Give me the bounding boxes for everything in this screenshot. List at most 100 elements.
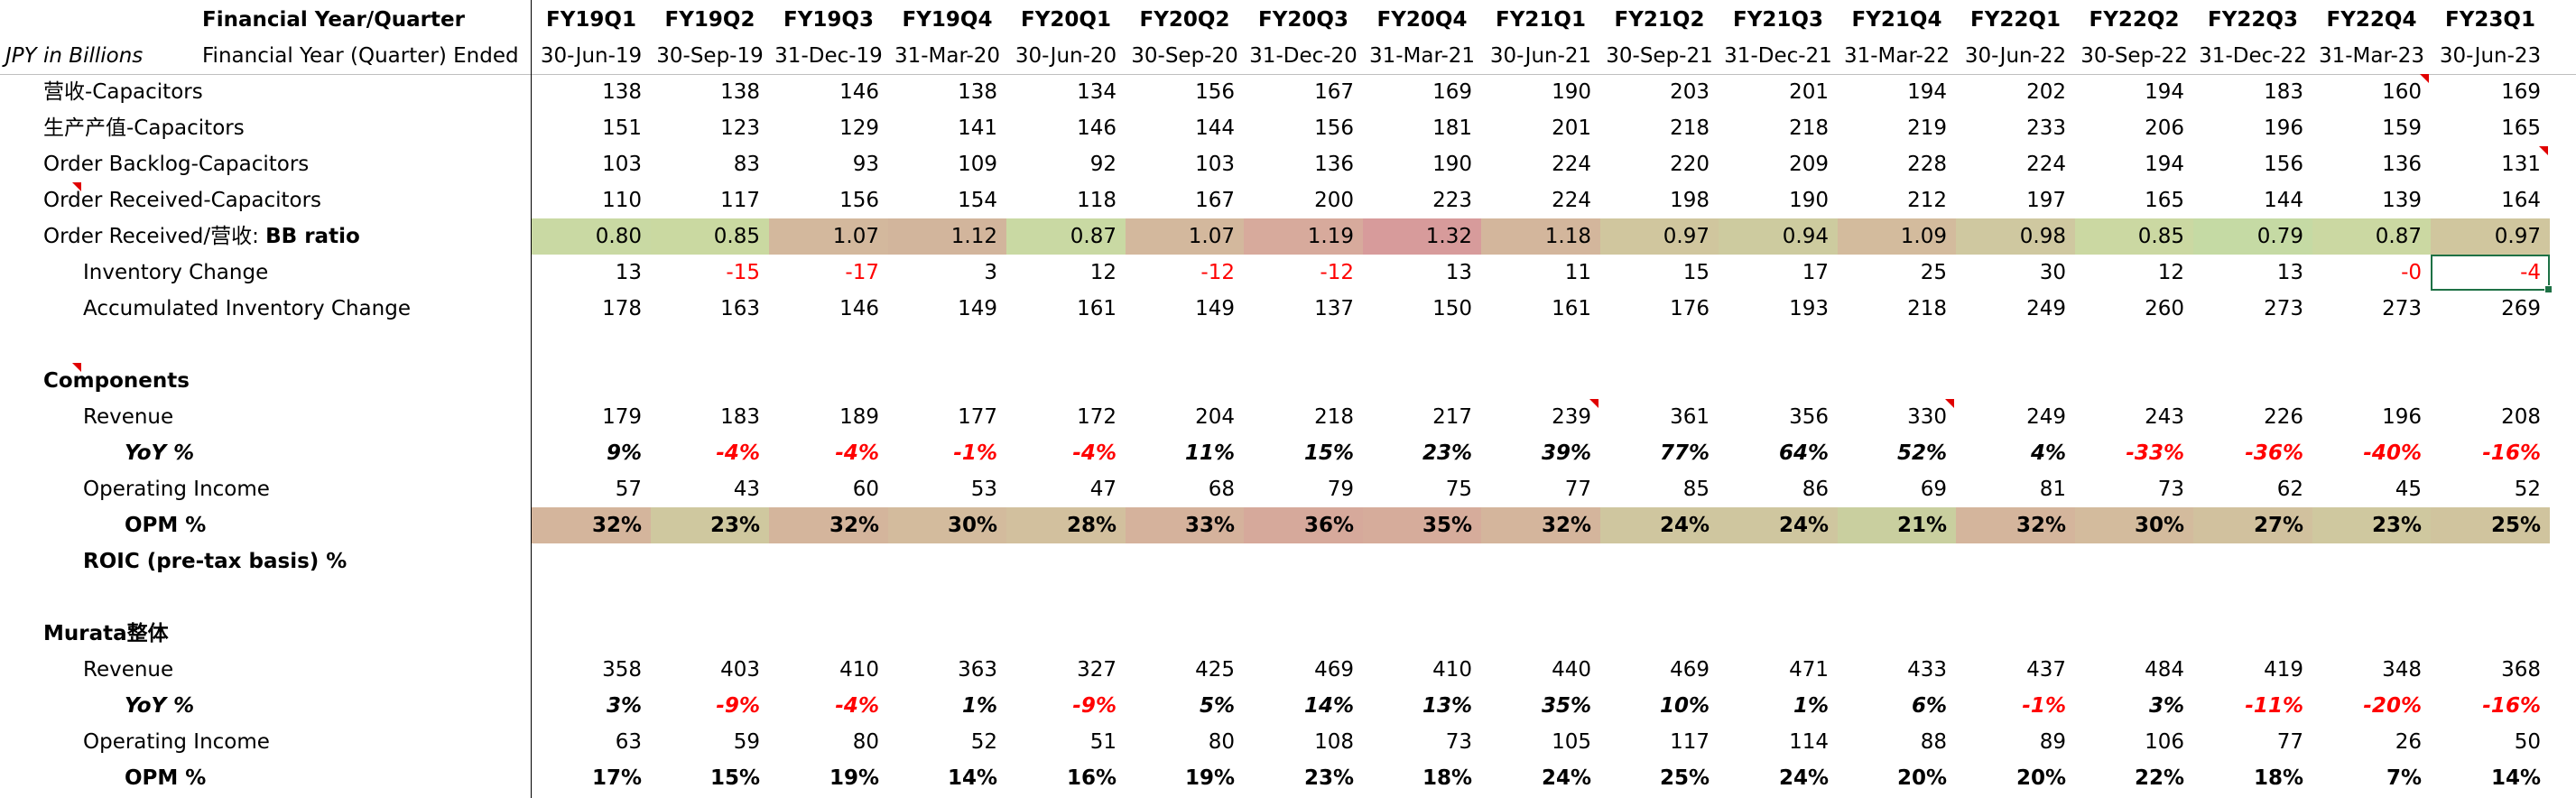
- comment-indicator-icon[interactable]: [1945, 399, 1954, 408]
- data-cell[interactable]: 194: [2145, 80, 2184, 104]
- data-cell[interactable]: 1.12: [888, 218, 1006, 255]
- data-cell[interactable]: 0.80: [532, 218, 651, 255]
- data-cell[interactable]: 165: [2145, 189, 2184, 212]
- data-cell[interactable]: 4%: [2030, 441, 2066, 465]
- data-cell[interactable]: 239: [1552, 405, 1591, 429]
- data-cell[interactable]: 81: [2039, 478, 2066, 501]
- data-cell[interactable]: 77: [1564, 478, 1591, 501]
- data-cell[interactable]: -36%: [2245, 441, 2303, 465]
- row-label[interactable]: 营收-Capacitors: [43, 80, 203, 104]
- data-cell[interactable]: 224: [2026, 153, 2066, 176]
- data-cell[interactable]: 410: [1432, 658, 1472, 682]
- row-label[interactable]: Accumulated Inventory Change: [83, 297, 411, 320]
- data-cell[interactable]: 249: [2026, 297, 2066, 320]
- data-cell[interactable]: 15%: [1303, 441, 1354, 465]
- data-cell[interactable]: 1.07: [769, 218, 888, 255]
- data-cell[interactable]: 15: [1682, 261, 1710, 284]
- comment-indicator-icon[interactable]: [1589, 399, 1598, 408]
- data-cell[interactable]: 190: [1552, 80, 1591, 104]
- data-cell[interactable]: 146: [839, 80, 879, 104]
- data-cell[interactable]: 167: [1195, 189, 1235, 212]
- data-cell[interactable]: 149: [958, 297, 997, 320]
- data-cell[interactable]: 156: [839, 189, 879, 212]
- data-cell[interactable]: 223: [1432, 189, 1472, 212]
- data-cell[interactable]: 36%: [1244, 507, 1363, 543]
- date-header-cell[interactable]: 31-Mar-23: [2318, 44, 2425, 68]
- data-cell[interactable]: 469: [1314, 658, 1354, 682]
- data-cell[interactable]: -0: [2401, 261, 2422, 284]
- data-cell[interactable]: 0.79: [2193, 218, 2312, 255]
- date-header-cell[interactable]: 30-Jun-23: [2439, 44, 2542, 68]
- data-cell[interactable]: 106: [2145, 730, 2184, 754]
- data-cell[interactable]: 0.98: [1956, 218, 2075, 255]
- comment-indicator-icon[interactable]: [72, 182, 81, 191]
- data-cell[interactable]: 117: [1670, 730, 1710, 754]
- quarter-header-fy20q2[interactable]: FY20Q2: [1139, 8, 1230, 32]
- row-label[interactable]: Revenue: [83, 658, 174, 682]
- data-cell[interactable]: -11%: [2245, 694, 2303, 718]
- data-cell[interactable]: 0.97: [2431, 218, 2550, 255]
- data-cell[interactable]: -4%: [1072, 441, 1117, 465]
- date-header-cell[interactable]: 31-Dec-21: [1724, 44, 1832, 68]
- row-label[interactable]: 生产产值-Capacitors: [43, 116, 245, 140]
- data-cell[interactable]: 150: [1432, 297, 1472, 320]
- data-cell[interactable]: 23%: [1303, 766, 1354, 790]
- data-cell[interactable]: 39%: [1541, 441, 1591, 465]
- data-cell[interactable]: 138: [602, 80, 642, 104]
- row-label[interactable]: YoY %: [125, 441, 195, 465]
- data-cell[interactable]: 144: [2264, 189, 2303, 212]
- data-cell[interactable]: 224: [1552, 153, 1591, 176]
- data-cell[interactable]: 201: [1789, 80, 1829, 104]
- data-cell[interactable]: 273: [2382, 297, 2422, 320]
- data-cell[interactable]: 53: [970, 478, 997, 501]
- data-cell[interactable]: 73: [1445, 730, 1472, 754]
- data-cell[interactable]: 33%: [1126, 507, 1244, 543]
- data-cell[interactable]: 410: [839, 658, 879, 682]
- data-cell[interactable]: 220: [1670, 153, 1710, 176]
- data-cell[interactable]: 17%: [591, 766, 642, 790]
- row-label[interactable]: Components: [43, 369, 190, 393]
- data-cell[interactable]: 154: [958, 189, 997, 212]
- data-cell[interactable]: 212: [1907, 189, 1947, 212]
- data-cell[interactable]: 32%: [769, 507, 888, 543]
- quarter-header-fy19q2[interactable]: FY19Q2: [664, 8, 755, 32]
- quarter-header-fy21q1[interactable]: FY21Q1: [1496, 8, 1586, 32]
- data-cell[interactable]: 138: [720, 80, 760, 104]
- data-cell[interactable]: 109: [958, 153, 997, 176]
- data-cell[interactable]: 218: [1314, 405, 1354, 429]
- data-cell[interactable]: 183: [2264, 80, 2303, 104]
- data-cell[interactable]: 440: [1552, 658, 1591, 682]
- data-cell[interactable]: 1.18: [1481, 218, 1600, 255]
- data-cell[interactable]: 218: [1670, 116, 1710, 140]
- data-cell[interactable]: 151: [602, 116, 642, 140]
- data-cell[interactable]: 28%: [1006, 507, 1126, 543]
- data-cell[interactable]: 363: [958, 658, 997, 682]
- data-cell[interactable]: 79: [1327, 478, 1354, 501]
- data-cell[interactable]: 348: [2382, 658, 2422, 682]
- data-cell[interactable]: 13: [615, 261, 642, 284]
- data-cell[interactable]: -12: [1320, 261, 1354, 284]
- data-cell[interactable]: 206: [2145, 116, 2184, 140]
- data-cell[interactable]: 25: [1920, 261, 1947, 284]
- row-label[interactable]: ROIC (pre-tax basis) %: [83, 550, 347, 573]
- data-cell[interactable]: 123: [720, 116, 760, 140]
- data-cell[interactable]: 23%: [651, 507, 769, 543]
- data-cell[interactable]: 190: [1432, 153, 1472, 176]
- data-cell[interactable]: 6%: [1911, 694, 1947, 718]
- quarter-header-fy21q3[interactable]: FY21Q3: [1733, 8, 1823, 32]
- date-header-cell[interactable]: 30-Jun-20: [1015, 44, 1117, 68]
- data-cell[interactable]: 194: [2145, 153, 2184, 176]
- quarter-header-fy20q1[interactable]: FY20Q1: [1021, 8, 1111, 32]
- data-cell[interactable]: 103: [1195, 153, 1235, 176]
- quarter-header-fy20q4[interactable]: FY20Q4: [1376, 8, 1468, 32]
- data-cell[interactable]: 24%: [1541, 766, 1591, 790]
- date-header-cell[interactable]: 31-Dec-19: [774, 44, 883, 68]
- data-cell[interactable]: 9%: [606, 441, 642, 465]
- data-cell[interactable]: 202: [2026, 80, 2066, 104]
- row-label[interactable]: Operating Income: [83, 478, 270, 501]
- data-cell[interactable]: 224: [1552, 189, 1591, 212]
- row-label[interactable]: Operating Income: [83, 730, 270, 754]
- data-cell[interactable]: 269: [2501, 297, 2541, 320]
- data-cell[interactable]: 23%: [2312, 507, 2431, 543]
- data-cell[interactable]: 146: [839, 297, 879, 320]
